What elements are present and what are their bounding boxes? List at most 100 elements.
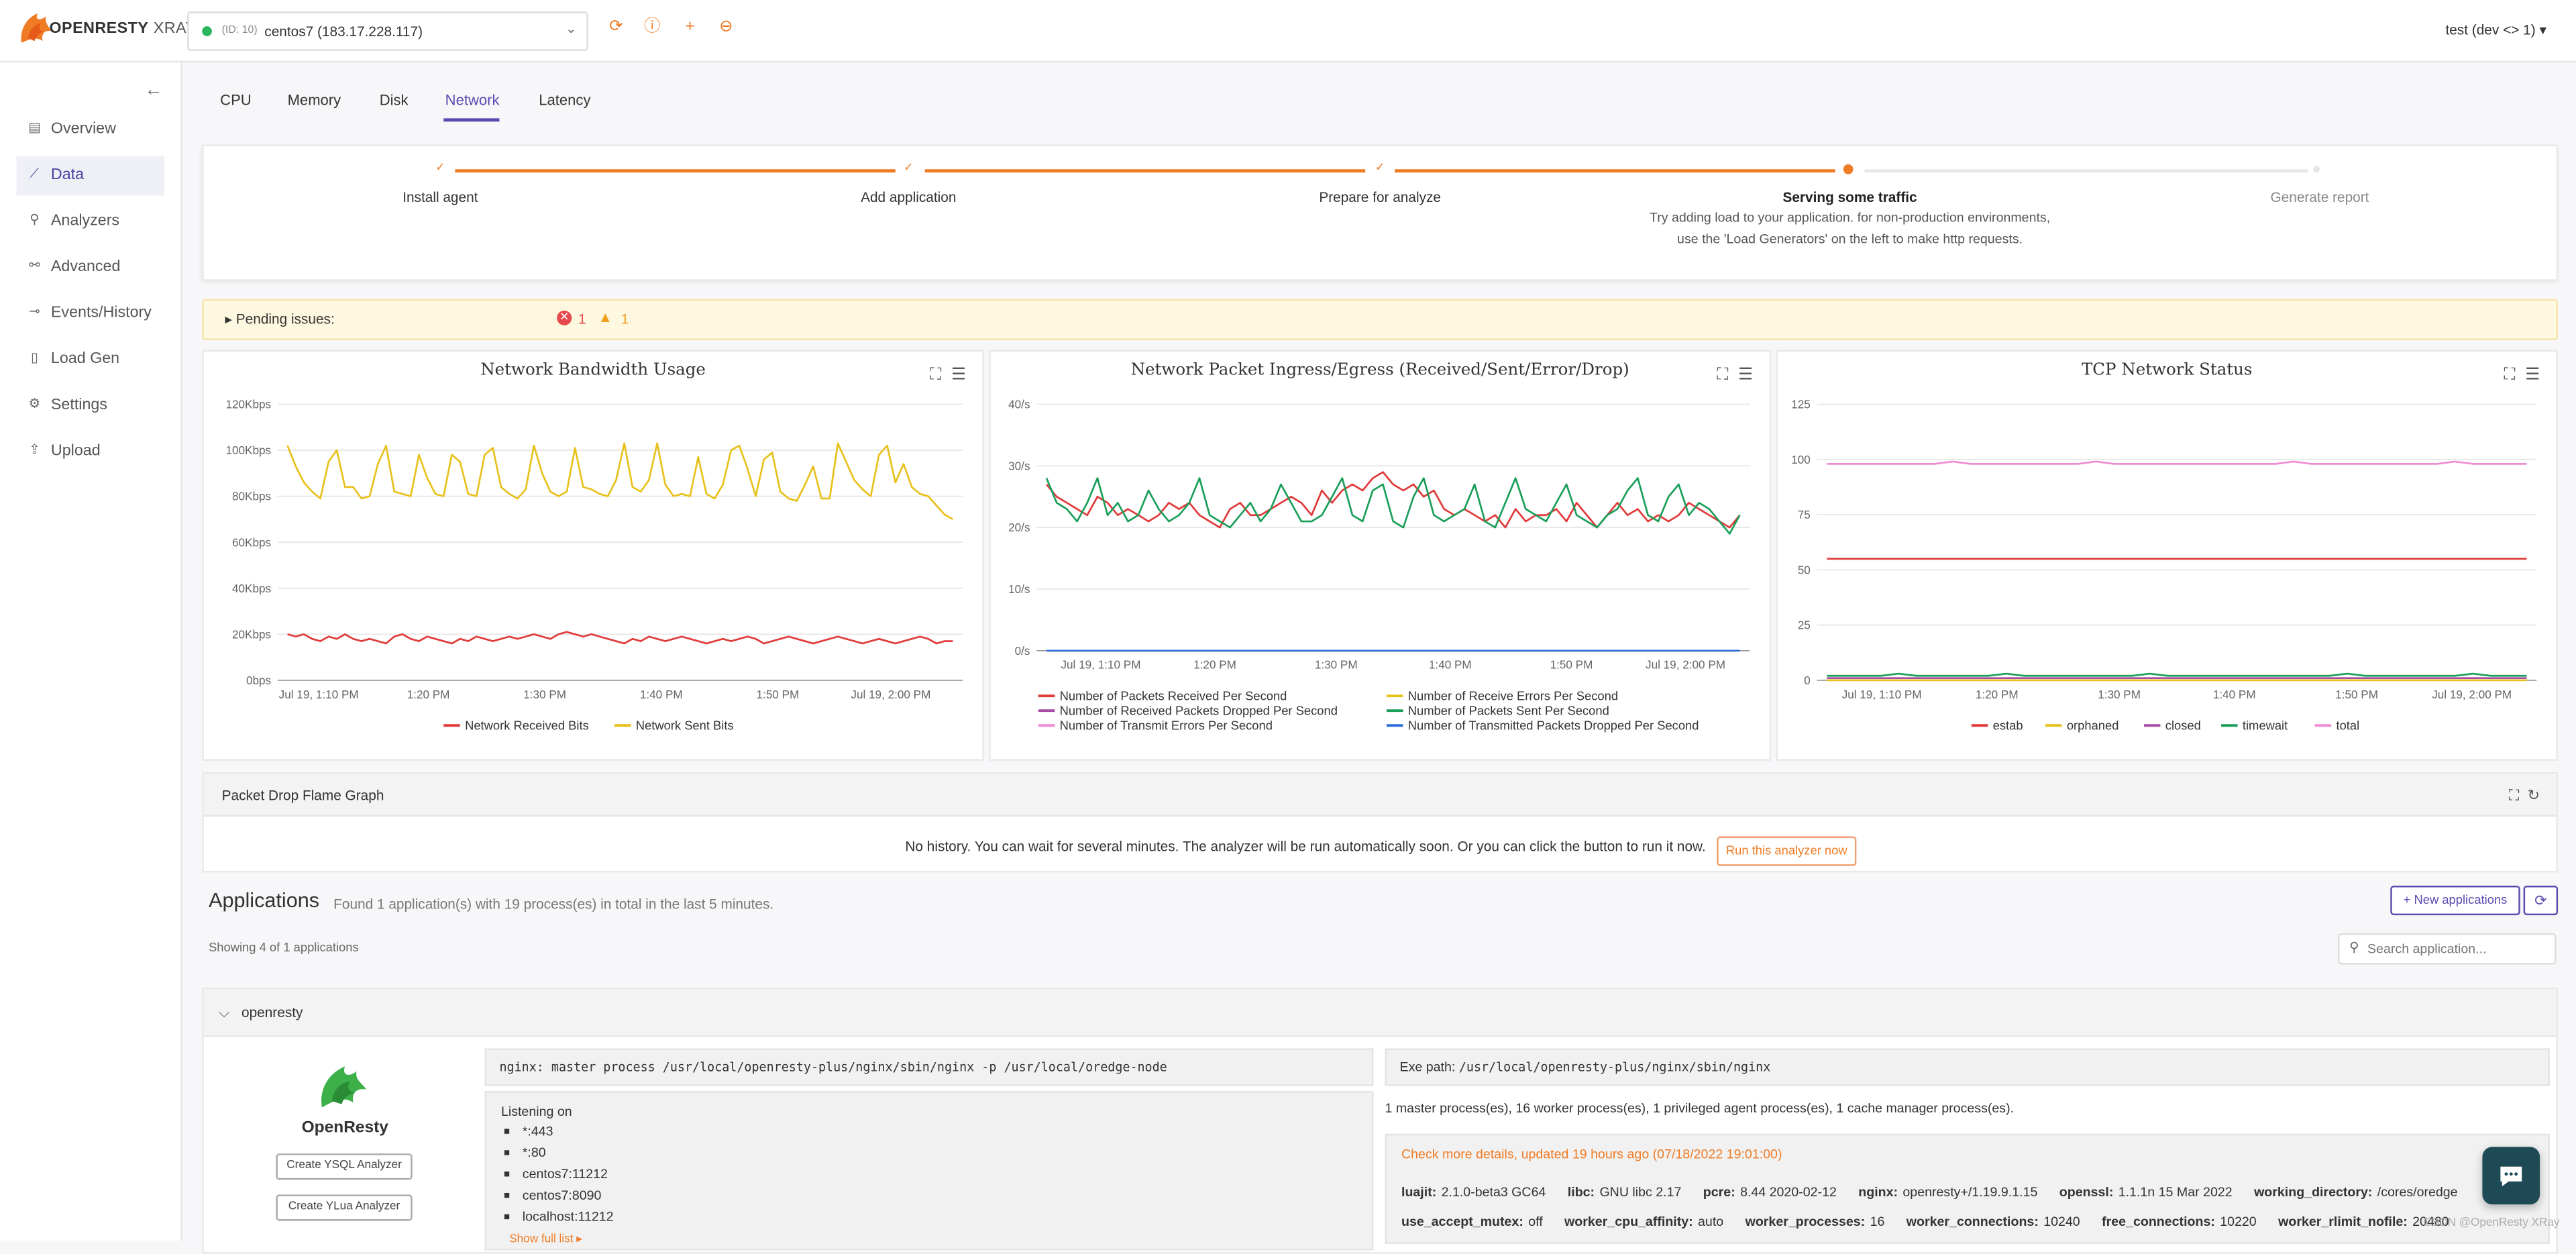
legend-item[interactable]: closed	[2165, 718, 2201, 732]
flame-toolbar: ⛶ ↻	[2509, 787, 2540, 805]
server-selector[interactable]: (ID: 10) centos7 (183.17.228.117) ⌄	[187, 11, 588, 51]
legend-item[interactable]: Number of Received Packets Dropped Per S…	[1060, 703, 1338, 717]
legend-item[interactable]: Number of Packets Sent Per Second	[1408, 703, 1609, 717]
y-tick-label: 20Kbps	[232, 627, 271, 641]
wand-icon: ⚯	[29, 258, 40, 273]
fullscreen-icon[interactable]: ⛶	[2508, 787, 2520, 804]
legend-item[interactable]: timewait	[2243, 718, 2288, 732]
series-line-number-of-packets-received-per-second[interactable]	[1045, 471, 1741, 529]
y-tick-label: 80Kbps	[232, 490, 271, 503]
new-applications-button[interactable]: + New applications	[2390, 886, 2520, 916]
step-add-application: Add application	[861, 189, 957, 206]
legend-item[interactable]: Number of Transmit Errors Per Second	[1060, 718, 1273, 732]
listening-panel: Listening on *:443 *:80 centos7:11212 ce…	[484, 1091, 1374, 1251]
menu-icon[interactable]: ☰	[951, 366, 967, 385]
run-analyzer-button[interactable]: Run this analyzer now	[1717, 836, 1857, 866]
y-tick-label: 25	[1798, 619, 1811, 632]
create-ysql-analyzer-button[interactable]: Create YSQL Analyzer	[276, 1153, 413, 1180]
history-icon[interactable]: ↻	[2527, 787, 2540, 804]
legend-item[interactable]: orphaned	[2067, 718, 2119, 732]
chat-button[interactable]	[2482, 1147, 2540, 1205]
add-icon[interactable]: +	[685, 17, 695, 36]
series-line-timewait[interactable]	[1827, 672, 2527, 677]
sidebar-item-load-gen[interactable]: ▯ Load Gen	[16, 340, 164, 380]
sidebar-item-data[interactable]: ⟋ Data	[16, 156, 164, 196]
sidebar-item-settings[interactable]: ⚙ Settings	[16, 386, 164, 426]
legend-item[interactable]: Network Received Bits	[465, 718, 589, 732]
tab-latency[interactable]: Latency	[539, 92, 591, 109]
pending-issues-bar[interactable]: ▸ Pending issues: ✕ 1 ▲ 1	[202, 299, 2559, 340]
series-line-network-received-bits[interactable]	[287, 631, 953, 645]
user-menu[interactable]: test (dev <> 1) ▾	[2445, 21, 2546, 38]
tab-memory[interactable]: Memory	[287, 92, 341, 109]
series-line-total[interactable]	[1827, 460, 2527, 465]
x-tick-label: 1:30 PM	[523, 688, 566, 701]
applications-title: Applications	[209, 888, 320, 912]
active-tab-indicator	[443, 118, 500, 122]
legend-item[interactable]: Number of Packets Received Per Second	[1060, 688, 1287, 702]
openresty-logo-icon	[21, 13, 51, 43]
sidebar: ← ▤ Overview ⟋ Data ⚲ Analyzers ⚯ Advanc…	[0, 62, 182, 1241]
x-tick-label: 1:30 PM	[2098, 688, 2141, 701]
y-tick-label: 100Kbps	[225, 443, 271, 457]
upload-icon: ⇪	[29, 441, 40, 457]
remove-icon[interactable]: ⊖	[719, 17, 733, 36]
legend-item[interactable]: estab	[1993, 718, 2023, 732]
y-tick-label: 75	[1798, 508, 1811, 521]
config-info-row: use_accept_mutex: off worker_cpu_affinity…	[1401, 1214, 2449, 1229]
tab-network[interactable]: Network	[445, 92, 500, 109]
overview-icon: ▤	[28, 119, 41, 135]
fullscreen-icon[interactable]: ⛶	[930, 366, 942, 385]
flame-graph-header: Packet Drop Flame Graph ⛶ ↻	[203, 774, 2557, 817]
x-tick-label: 1:40 PM	[1429, 658, 1472, 672]
file-icon: ▯	[31, 350, 38, 365]
refresh-icon[interactable]: ⟳	[609, 17, 623, 36]
current-step-description: Try adding load to your application. for…	[1649, 210, 2051, 246]
series-line-network-sent-bits[interactable]	[286, 442, 954, 521]
show-full-list-link[interactable]: Show full list ▸	[509, 1234, 582, 1246]
current-step-dot	[1843, 164, 1854, 174]
application-name: openresty	[241, 1004, 303, 1021]
search-input[interactable]	[2367, 938, 2548, 958]
application-card-header[interactable]: ⌵ openresty	[203, 989, 2557, 1037]
sidebar-item-events-history[interactable]: ⊸ Events/History	[16, 294, 164, 333]
legend-item[interactable]: Network Sent Bits	[636, 718, 734, 732]
chart-toolbar: ⛶ ☰	[1707, 366, 1753, 384]
warning-icon: ▲	[598, 309, 613, 325]
app-logo[interactable]: OPENRESTY XRAY	[49, 19, 197, 38]
y-tick-label: 40/s	[1008, 398, 1030, 411]
sidebar-item-overview[interactable]: ▤ Overview	[16, 110, 164, 150]
chart-title: Network Packet Ingress/Egress (Received/…	[1130, 361, 1629, 380]
create-ylua-analyzer-button[interactable]: Create YLua Analyzer	[276, 1194, 413, 1221]
y-tick-label: 20/s	[1008, 521, 1030, 534]
menu-icon[interactable]: ☰	[1738, 366, 1754, 385]
check-icon: ✓	[1375, 162, 1385, 174]
info-icon[interactable]: ⓘ	[644, 17, 661, 36]
pending-step-dot	[2313, 166, 2320, 173]
fullscreen-icon[interactable]: ⛶	[2504, 366, 2516, 385]
fullscreen-icon[interactable]: ⛶	[1717, 366, 1729, 385]
sidebar-item-advanced[interactable]: ⚯ Advanced	[16, 248, 164, 288]
x-tick-label: 1:50 PM	[1550, 658, 1593, 672]
exe-path-panel: Exe path: /usr/local/openresty-plus/ngin…	[1385, 1048, 2550, 1086]
y-tick-label: 100	[1791, 453, 1811, 466]
tab-disk[interactable]: Disk	[379, 92, 409, 109]
check-details-link[interactable]: Check more details, updated 19 hours ago…	[1401, 1147, 1782, 1162]
sidebar-item-analyzers[interactable]: ⚲ Analyzers	[16, 202, 164, 242]
legend-item[interactable]: Number of Transmitted Packets Dropped Pe…	[1408, 718, 1699, 732]
legend-item[interactable]: Number of Receive Errors Per Second	[1408, 688, 1618, 702]
legend-item[interactable]: total	[2336, 718, 2359, 732]
menu-icon[interactable]: ☰	[2525, 366, 2540, 385]
tab-cpu[interactable]: CPU	[220, 92, 252, 109]
x-tick-label: 1:50 PM	[2335, 688, 2378, 701]
step-connector	[1395, 169, 1835, 173]
collapse-sidebar-icon[interactable]: ←	[144, 81, 163, 101]
watermark: CSDN @OpenResty XRay	[2423, 1217, 2560, 1229]
x-tick-label: 1:40 PM	[640, 688, 683, 701]
series-line-number-of-packets-sent-per-second[interactable]	[1045, 477, 1741, 535]
refresh-icon[interactable]: ⟳	[2523, 886, 2559, 916]
chevron-down-icon: ⌄	[566, 21, 577, 36]
server-id: (ID: 10)	[221, 24, 258, 36]
sidebar-item-upload[interactable]: ⇪ Upload	[16, 432, 164, 472]
process-summary: 1 master process(es), 16 worker process(…	[1385, 1100, 2015, 1116]
